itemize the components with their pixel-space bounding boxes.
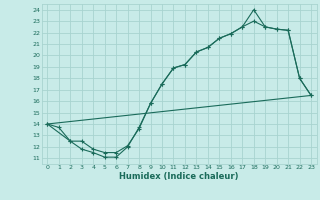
X-axis label: Humidex (Indice chaleur): Humidex (Indice chaleur) <box>119 172 239 181</box>
